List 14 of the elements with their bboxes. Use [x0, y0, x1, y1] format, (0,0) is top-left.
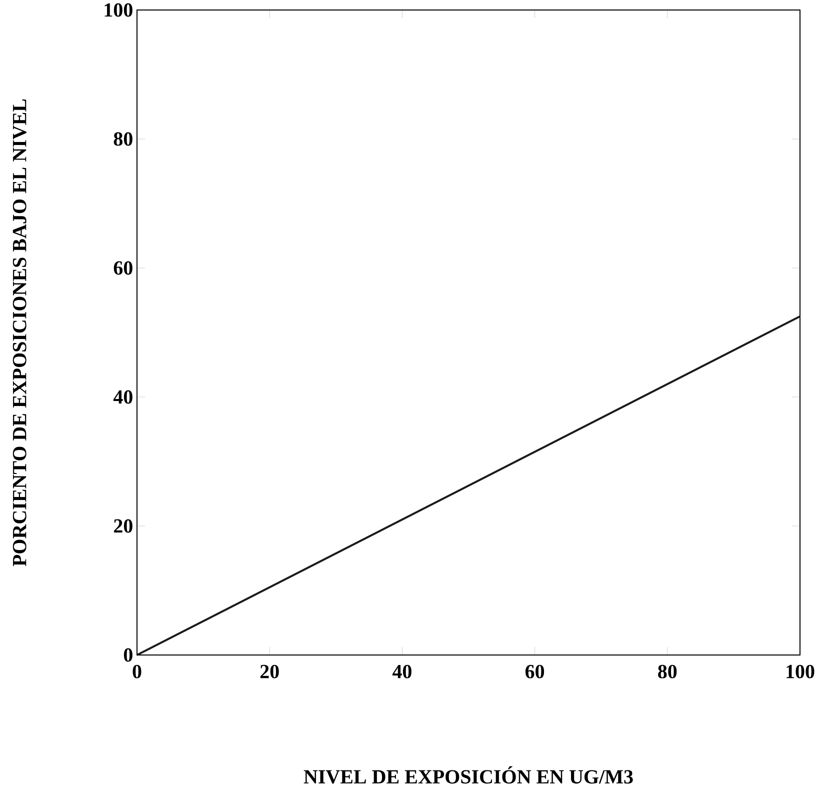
y-tick-label: 100: [104, 3, 132, 17]
x-tick-label: 40: [392, 664, 412, 678]
y-axis-title: PORCIENTO DE EXPOSICIONES BAJO EL NIVEL: [12, 99, 26, 566]
x-tick-label: 20: [260, 664, 279, 678]
x-tick-label: 80: [658, 664, 677, 678]
y-tick-label: 60: [114, 261, 132, 275]
y-tick-label: 80: [114, 132, 132, 146]
x-axis-title: NIVEL DE EXPOSICIÓN EN UG/M3: [304, 766, 633, 784]
x-tick-label: 0: [132, 664, 142, 678]
y-tick-label: 40: [113, 390, 132, 404]
x-tick-label: 100: [786, 664, 814, 678]
y-tick-label: 20: [114, 519, 132, 533]
x-tick-label: 60: [525, 664, 544, 678]
y-tick-label: 0: [124, 648, 132, 662]
